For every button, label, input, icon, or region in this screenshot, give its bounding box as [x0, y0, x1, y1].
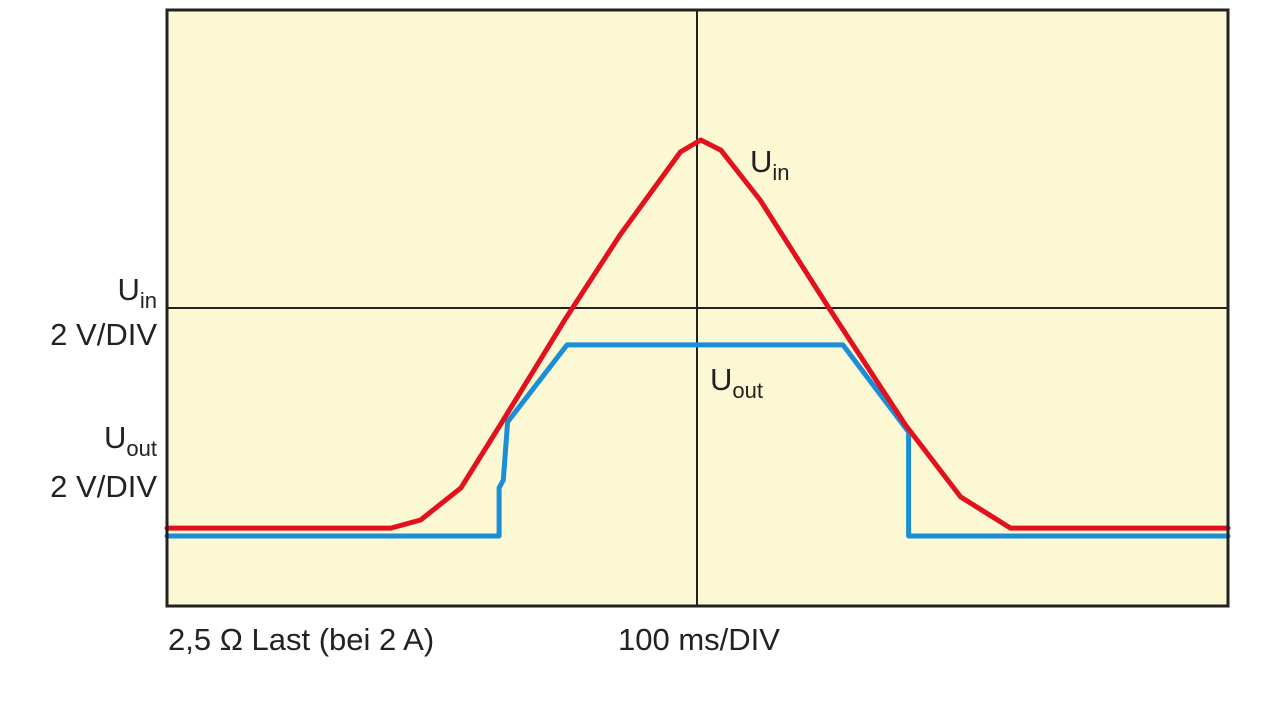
uin-series-label: Uin [750, 144, 790, 185]
uin-series-line [164, 137, 1231, 531]
uin-scale-label: 2 V/DIV [50, 317, 157, 352]
uout-series-label: Uout [710, 362, 763, 403]
x-axis-label: 100 ms/DIV [618, 622, 780, 657]
load-caption: 2,5 Ω Last (bei 2 A) [168, 622, 434, 657]
uout-scale-label: 2 V/DIV [50, 469, 157, 504]
uout-series-line [164, 342, 1231, 539]
uout-axis-label: Uout [104, 420, 157, 461]
uin-axis-label: Uin [117, 272, 157, 313]
plot-frame [165, 8, 1230, 608]
